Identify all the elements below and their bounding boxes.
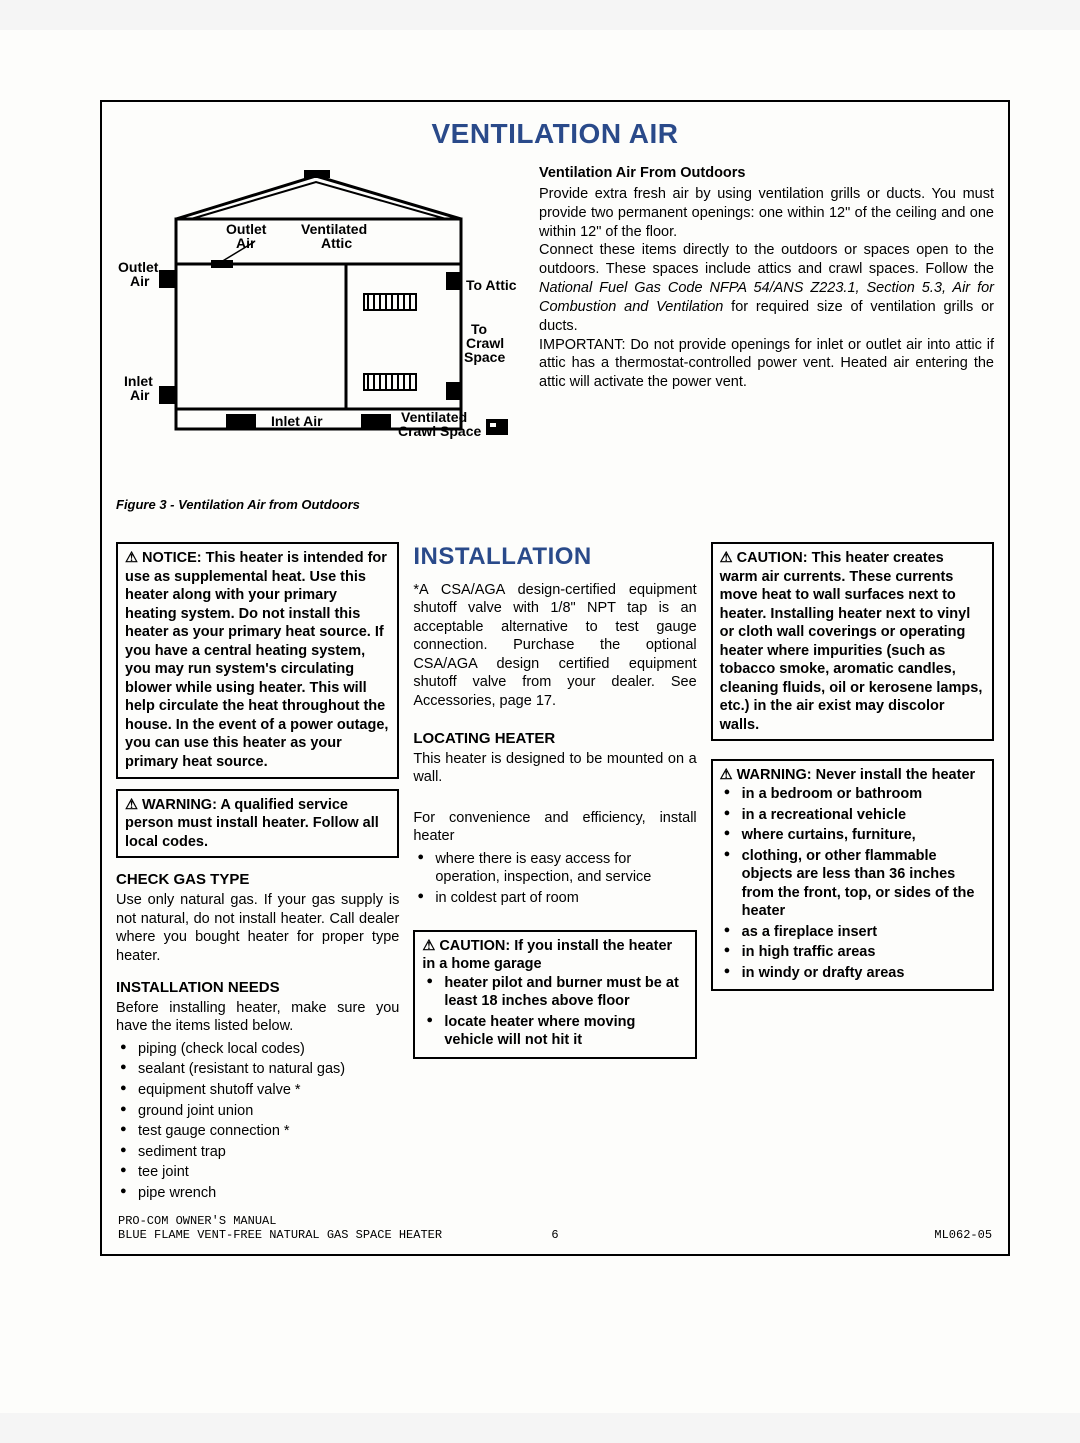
page-frame: VENTILATION AIR xyxy=(100,100,1010,1256)
svg-text:Attic: Attic xyxy=(321,235,352,251)
footer-l1: PRO-COM OWNER'S MANUAL xyxy=(118,1214,551,1228)
warning-icon xyxy=(720,550,737,566)
list-item: test gauge connection * xyxy=(120,1122,399,1141)
notice-text: NOTICE: This heater is intended for use … xyxy=(125,550,388,770)
check-gas-body: Use only natural gas. If your gas supply… xyxy=(116,891,399,965)
warning-icon xyxy=(720,767,737,783)
list-item: where curtains, furniture, xyxy=(724,826,985,845)
list-item: in a bedroom or bathroom xyxy=(724,785,985,804)
caution-garage-box: CAUTION: If you install the heater in a … xyxy=(413,930,696,1059)
column-1: NOTICE: This heater is intended for use … xyxy=(116,542,399,1204)
body-columns: NOTICE: This heater is intended for use … xyxy=(116,542,994,1204)
locating-head: LOCATING HEATER xyxy=(413,729,696,748)
top-row: Outlet Air Ventilated Attic Outlet Air T… xyxy=(116,164,994,512)
vent-p1: Provide extra fresh air by using ventila… xyxy=(539,185,994,242)
footer-right: ML062-05 xyxy=(559,1228,992,1242)
warning-qualified-box: WARNING: A qualified service person must… xyxy=(116,789,399,859)
column-3: CAUTION: This heater creates warm air cu… xyxy=(711,542,994,1204)
section-title-ventilation: VENTILATION AIR xyxy=(116,118,994,150)
column-2: INSTALLATION *A CSA/AGA design-certified… xyxy=(413,542,696,1204)
manual-page: VENTILATION AIR xyxy=(0,30,1080,1413)
install-p1: *A CSA/AGA design-certified equipment sh… xyxy=(413,581,696,711)
list-item: sediment trap xyxy=(120,1143,399,1162)
check-gas-head: CHECK GAS TYPE xyxy=(116,870,399,889)
svg-text:To Attic: To Attic xyxy=(466,277,517,293)
conv-intro: For convenience and efficiency, install … xyxy=(413,809,696,846)
list-item: as a fireplace insert xyxy=(724,923,985,942)
vent-p2a: Connect these items directly to the outd… xyxy=(539,242,994,277)
warning-icon xyxy=(125,797,142,813)
figure-caption: Figure 3 - Ventilation Air from Outdoors xyxy=(116,497,521,512)
svg-text:Air: Air xyxy=(130,273,150,289)
needs-list: piping (check local codes) sealant (resi… xyxy=(116,1040,399,1202)
notice-box: NOTICE: This heater is intended for use … xyxy=(116,542,399,779)
list-item: locate heater where moving vehicle will … xyxy=(426,1013,687,1050)
list-item: tee joint xyxy=(120,1163,399,1182)
never-list: in a bedroom or bathroom in a recreation… xyxy=(720,785,985,982)
install-needs-body: Before installing heater, make sure you … xyxy=(116,999,399,1036)
warning-never-box: WARNING: Never install the heater in a b… xyxy=(711,759,994,991)
footer-left: PRO-COM OWNER'S MANUAL BLUE FLAME VENT-F… xyxy=(118,1214,551,1242)
list-item: equipment shutoff valve * xyxy=(120,1081,399,1100)
list-item: in coldest part of room xyxy=(417,889,696,908)
footer: PRO-COM OWNER'S MANUAL BLUE FLAME VENT-F… xyxy=(116,1214,994,1242)
list-item: pipe wrench xyxy=(120,1184,399,1203)
svg-text:Crawl Space: Crawl Space xyxy=(398,423,481,439)
warning-qualified-text: WARNING: A qualified service person must… xyxy=(125,797,379,850)
page-number: 6 xyxy=(551,1228,558,1242)
vent-subhead: Ventilation Air From Outdoors xyxy=(539,164,994,183)
garage-list: heater pilot and burner must be at least… xyxy=(422,974,687,1050)
ventilation-text: Ventilation Air From Outdoors Provide ex… xyxy=(539,164,994,512)
locating-body: This heater is designed to be mounted on… xyxy=(413,750,696,787)
footer-l2: BLUE FLAME VENT-FREE NATURAL GAS SPACE H… xyxy=(118,1228,551,1242)
svg-text:Inlet Air: Inlet Air xyxy=(271,413,323,429)
list-item: piping (check local codes) xyxy=(120,1040,399,1059)
list-item: heater pilot and burner must be at least… xyxy=(426,974,687,1011)
ventilation-figure: Outlet Air Ventilated Attic Outlet Air T… xyxy=(116,164,521,484)
conv-list: where there is easy access for operation… xyxy=(413,850,696,908)
list-item: ground joint union xyxy=(120,1102,399,1121)
warning-icon xyxy=(422,938,439,954)
svg-text:Space: Space xyxy=(464,349,505,365)
list-item: clothing, or other flammable objects are… xyxy=(724,847,985,921)
figure-column: Outlet Air Ventilated Attic Outlet Air T… xyxy=(116,164,521,512)
list-item: in a recreational vehicle xyxy=(724,806,985,825)
caution-air-text: CAUTION: This heater creates warm air cu… xyxy=(720,550,983,733)
warning-never-head: WARNING: Never install the heater xyxy=(737,767,976,783)
caution-garage-head: CAUTION: If you install the heater in a … xyxy=(422,938,672,973)
vent-p3: IMPORTANT: Do not provide openings for i… xyxy=(539,336,994,393)
list-item: sealant (resistant to natural gas) xyxy=(120,1060,399,1079)
list-item: in high traffic areas xyxy=(724,943,985,962)
list-item: in windy or drafty areas xyxy=(724,964,985,983)
vent-p2: Connect these items directly to the outd… xyxy=(539,241,994,335)
warning-icon xyxy=(125,550,142,566)
install-needs-head: INSTALLATION NEEDS xyxy=(116,978,399,997)
svg-text:Air: Air xyxy=(130,387,150,403)
caution-air-box: CAUTION: This heater creates warm air cu… xyxy=(711,542,994,741)
installation-title: INSTALLATION xyxy=(413,542,696,573)
list-item: where there is easy access for operation… xyxy=(417,850,696,887)
